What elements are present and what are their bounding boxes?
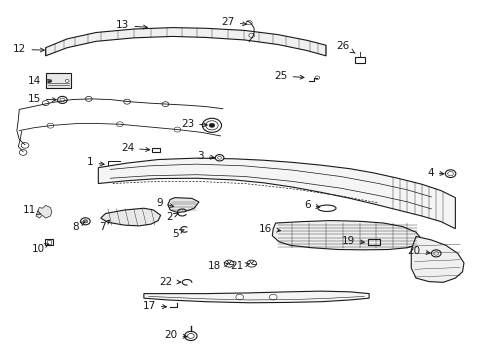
- Circle shape: [162, 102, 168, 107]
- Circle shape: [123, 99, 130, 104]
- FancyBboxPatch shape: [354, 57, 365, 63]
- Text: 19: 19: [341, 236, 364, 246]
- FancyBboxPatch shape: [44, 239, 53, 245]
- Circle shape: [430, 250, 440, 257]
- Text: 12: 12: [13, 45, 44, 54]
- Circle shape: [65, 80, 69, 82]
- Circle shape: [208, 123, 214, 127]
- Circle shape: [47, 123, 54, 128]
- Circle shape: [58, 96, 67, 103]
- Circle shape: [42, 100, 49, 105]
- Text: 25: 25: [274, 71, 304, 81]
- Polygon shape: [143, 291, 368, 303]
- Circle shape: [85, 96, 92, 101]
- Polygon shape: [98, 158, 454, 229]
- Text: 1: 1: [87, 157, 104, 167]
- Text: 16: 16: [259, 224, 280, 234]
- Circle shape: [184, 331, 197, 341]
- FancyBboxPatch shape: [152, 148, 160, 153]
- Circle shape: [202, 118, 221, 132]
- Text: 3: 3: [197, 151, 214, 161]
- FancyBboxPatch shape: [46, 73, 71, 88]
- Polygon shape: [36, 206, 52, 218]
- Circle shape: [224, 260, 233, 267]
- Text: 27: 27: [221, 17, 246, 27]
- FancyBboxPatch shape: [367, 239, 379, 245]
- Text: 5: 5: [172, 229, 184, 239]
- Circle shape: [215, 154, 224, 161]
- Polygon shape: [167, 198, 199, 212]
- Text: 22: 22: [159, 276, 181, 287]
- Text: 2: 2: [165, 212, 178, 222]
- Circle shape: [445, 170, 455, 177]
- Text: 26: 26: [336, 41, 354, 53]
- Circle shape: [83, 220, 88, 223]
- Text: 14: 14: [27, 76, 51, 86]
- Text: 7: 7: [99, 220, 109, 231]
- Text: 10: 10: [31, 244, 48, 254]
- Text: 4: 4: [427, 168, 443, 178]
- Circle shape: [269, 294, 277, 300]
- Text: 9: 9: [156, 198, 173, 208]
- Text: 20: 20: [407, 246, 429, 256]
- Text: 24: 24: [121, 143, 149, 153]
- Circle shape: [174, 127, 181, 132]
- Polygon shape: [410, 237, 463, 282]
- Polygon shape: [45, 28, 325, 56]
- Circle shape: [48, 80, 52, 82]
- Text: 17: 17: [142, 301, 166, 311]
- Text: 13: 13: [116, 21, 147, 31]
- Text: 20: 20: [164, 330, 187, 340]
- Circle shape: [116, 122, 123, 127]
- Text: 21: 21: [230, 261, 249, 271]
- Polygon shape: [272, 221, 421, 250]
- Circle shape: [81, 218, 90, 225]
- Text: 18: 18: [208, 261, 228, 271]
- Circle shape: [246, 260, 256, 267]
- Text: 11: 11: [23, 205, 41, 215]
- Text: 8: 8: [72, 221, 84, 231]
- Text: 6: 6: [304, 201, 319, 210]
- Text: 23: 23: [181, 118, 207, 129]
- Circle shape: [235, 294, 243, 300]
- Polygon shape: [101, 208, 160, 226]
- Text: 15: 15: [27, 94, 56, 104]
- Ellipse shape: [317, 205, 335, 211]
